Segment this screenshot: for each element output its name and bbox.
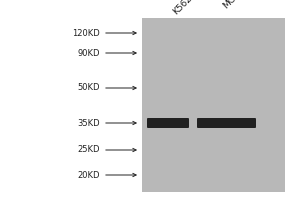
Text: K562: K562 (172, 0, 194, 16)
Text: 90KD: 90KD (77, 48, 100, 58)
FancyBboxPatch shape (197, 118, 256, 128)
Text: 120KD: 120KD (72, 28, 100, 38)
FancyBboxPatch shape (147, 118, 189, 128)
Text: 35KD: 35KD (77, 118, 100, 128)
Text: 25KD: 25KD (77, 146, 100, 154)
Text: 20KD: 20KD (77, 170, 100, 180)
Text: MCF-7: MCF-7 (222, 0, 248, 10)
Text: 50KD: 50KD (77, 84, 100, 92)
Bar (142, 18, 285, 192)
